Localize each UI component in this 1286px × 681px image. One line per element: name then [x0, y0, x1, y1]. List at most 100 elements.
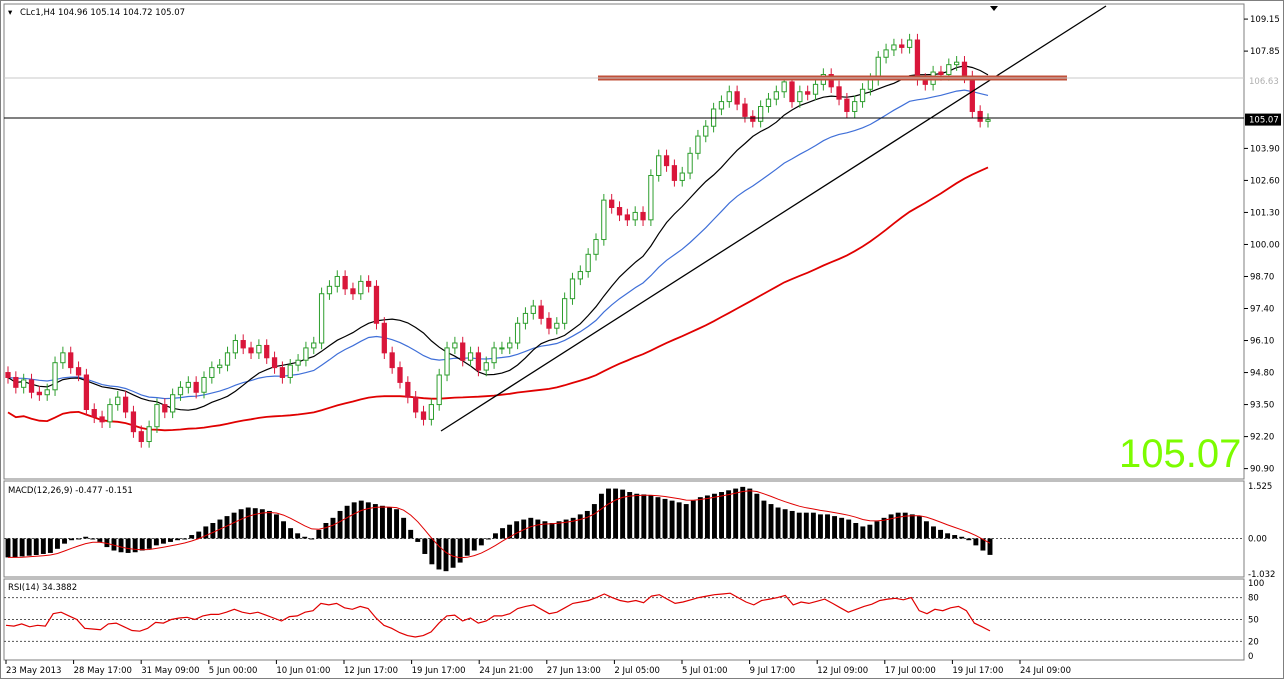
x-tick-label: 12 Jun 17:00: [344, 666, 398, 676]
macd-bar: [514, 521, 520, 539]
macd-bar: [549, 522, 555, 539]
macd-bar: [408, 529, 414, 539]
candle-body: [373, 285, 380, 324]
macd-bar: [888, 514, 894, 539]
macd-bar: [655, 497, 661, 539]
macd-bar: [733, 488, 739, 539]
candle-body: [452, 342, 458, 349]
candle-body: [130, 411, 137, 433]
candle-body: [36, 391, 42, 396]
macd-bar: [401, 517, 407, 539]
macd-bar: [12, 538, 18, 558]
candle-body: [264, 344, 270, 359]
macd-bar: [556, 521, 562, 539]
x-tick-label: 24 Jun 21:00: [479, 666, 533, 676]
candle-body: [60, 352, 66, 364]
y-tick-label: 107.85: [1250, 47, 1280, 57]
macd-bar: [344, 505, 350, 539]
candle-body: [789, 81, 795, 103]
macd-bar: [747, 488, 753, 539]
macd-bar: [683, 504, 689, 539]
macd-bar: [323, 522, 329, 539]
x-tick-label: 28 May 17:00: [74, 666, 132, 676]
candle-body: [718, 101, 725, 110]
rsi-tick-label: 20: [1248, 637, 1259, 647]
candle-body: [209, 367, 215, 378]
macd-bar: [669, 500, 675, 539]
macd-bar: [330, 517, 336, 539]
macd-bar: [33, 538, 39, 556]
macd-bar: [966, 538, 972, 541]
candle-body: [648, 174, 654, 221]
macd-bar: [224, 516, 230, 539]
candle-body: [122, 396, 129, 413]
shift-marker-icon[interactable]: [990, 6, 998, 11]
candle-body: [177, 386, 184, 396]
macd-bar: [789, 510, 795, 539]
macd-bar: [563, 519, 569, 539]
macd-bar: [153, 538, 159, 546]
candle-body: [475, 352, 482, 371]
macd-bar: [478, 538, 484, 546]
candle-body: [326, 285, 333, 295]
macd-signal-line: [8, 490, 991, 559]
macd-bar: [500, 528, 505, 539]
macd-bar: [196, 531, 202, 539]
candle-body: [232, 340, 238, 354]
candle-body: [240, 340, 246, 349]
macd-bar: [591, 504, 597, 539]
candle-body: [68, 352, 74, 369]
macd-bar: [26, 538, 32, 556]
macd-bar: [457, 538, 463, 563]
candle-body: [632, 211, 638, 221]
y-tick-label: 109.15: [1250, 15, 1280, 25]
macd-bar: [521, 519, 527, 539]
candle-body: [859, 88, 866, 103]
macd-bar: [726, 490, 732, 539]
macd-bar: [690, 500, 696, 539]
macd-bar: [203, 526, 209, 539]
candle-body: [460, 342, 466, 361]
macd-bar: [817, 514, 823, 539]
candle-body: [350, 288, 356, 295]
candle-body: [428, 404, 434, 420]
x-tick-label: 5 Jun 00:00: [209, 666, 258, 676]
y-tick-label: 93.50: [1250, 401, 1274, 411]
candle-body: [734, 91, 740, 105]
candle-body: [844, 98, 850, 112]
candle-body: [154, 404, 160, 428]
macd-bar: [288, 528, 294, 539]
candle-body: [28, 379, 35, 393]
candle-body: [616, 207, 623, 216]
macd-bar: [422, 538, 428, 554]
candle-body: [562, 298, 568, 324]
macd-bar: [19, 538, 25, 557]
macd-bar: [846, 519, 852, 539]
y-tick-label: 100.00: [1250, 240, 1280, 250]
candle-body: [115, 396, 121, 406]
candle-body: [483, 362, 489, 371]
macd-bar: [160, 538, 166, 544]
macd-bar: [5, 538, 11, 558]
candle-body: [977, 110, 983, 122]
candle-body: [726, 91, 732, 103]
macd-bar: [69, 538, 75, 541]
macd-bar: [860, 526, 866, 539]
candle-body: [522, 312, 529, 324]
big-price-label: 105.07: [1119, 432, 1241, 476]
candle-body: [162, 404, 168, 413]
candle-body: [585, 253, 591, 273]
main-header-triangle[interactable]: ▾: [8, 8, 13, 18]
candle-body: [569, 278, 576, 300]
macd-bar: [111, 538, 117, 551]
candle-body: [695, 135, 701, 154]
macd-bar: [266, 510, 272, 539]
macd-bar: [507, 524, 513, 539]
candle-body: [758, 106, 764, 122]
candle-body: [781, 81, 787, 93]
x-tick-label: 23 May 2013: [6, 666, 61, 676]
macd-bar: [810, 512, 816, 539]
macd-bar: [485, 538, 491, 540]
candle-body: [413, 396, 419, 413]
macd-bar: [429, 538, 435, 565]
